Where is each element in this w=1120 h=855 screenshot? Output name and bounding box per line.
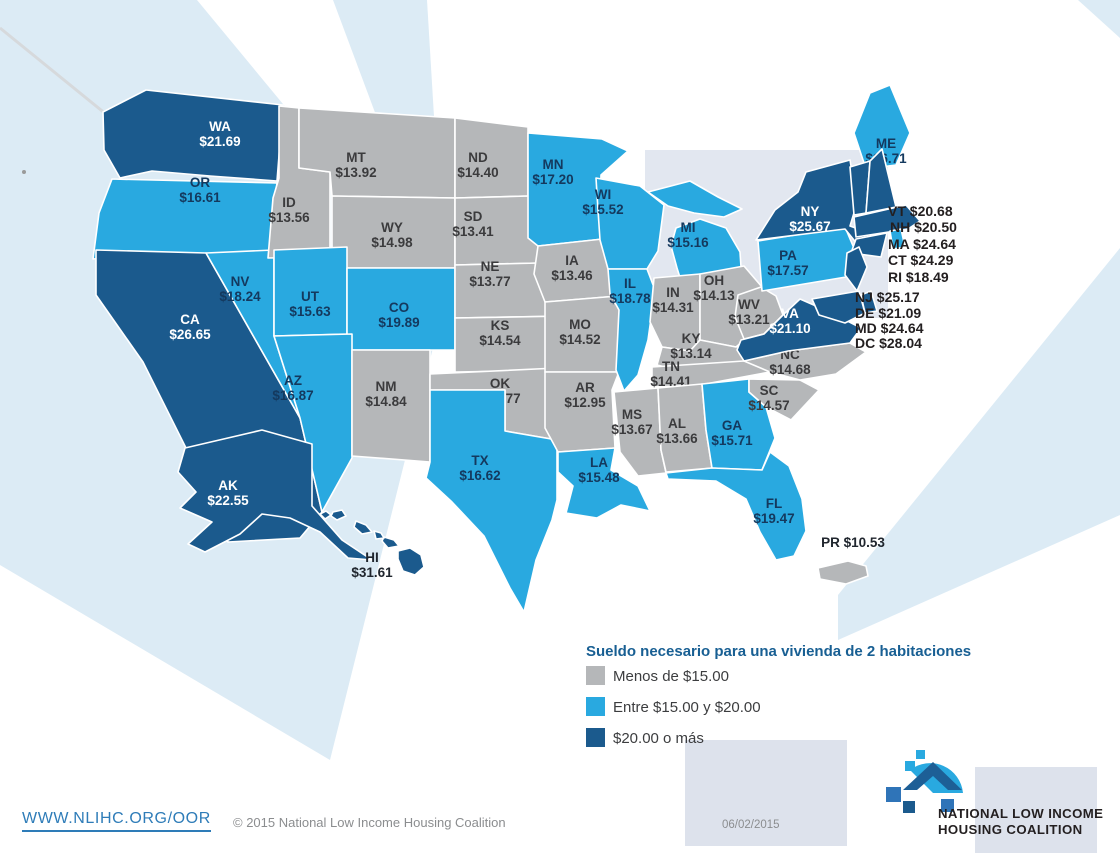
chimney-square-1: [916, 750, 925, 759]
legend-title: Sueldo necesario para una vivienda de 2 …: [586, 643, 971, 660]
label-NM: NM $14.84: [365, 379, 407, 409]
house-square-2: [903, 801, 915, 813]
footer-copyright: © 2015 National Low Income Housing Coali…: [233, 815, 506, 830]
label-AL: AL $13.66: [656, 416, 698, 446]
state-AZ: [273, 333, 353, 513]
label-PR: PR $10.53: [821, 535, 885, 550]
label-SD: SD $13.41: [452, 209, 494, 239]
background-corner-triangle: [1078, 0, 1120, 38]
legend-label-low: Menos de $15.00: [613, 668, 729, 685]
callout-vt: VT $20.68: [888, 203, 953, 219]
label-ND: ND $14.40: [457, 150, 498, 180]
label-AZ: AZ $16.87: [272, 373, 313, 403]
label-PA: PA $17.57: [767, 248, 808, 278]
state-RI: [889, 228, 906, 250]
state-ND: [454, 117, 529, 199]
state-FL: [665, 451, 807, 561]
state-MD: [811, 290, 866, 324]
label-IL: IL $18.78: [609, 276, 651, 306]
label-CO: CO $19.89: [378, 300, 419, 330]
state-NJ: [844, 246, 868, 292]
label-NE: NE $13.77: [469, 259, 510, 289]
state-AK: [177, 429, 373, 561]
label-KS: KS $14.54: [479, 318, 521, 348]
legend-label-mid: Entre $15.00 y $20.00: [613, 699, 761, 716]
label-IN: IN $14.31: [652, 285, 694, 315]
label-NY: NY $25.67: [789, 204, 830, 234]
label-MN: MN $17.20: [532, 157, 573, 187]
legend-swatch-high: [586, 728, 605, 747]
callout-mid-atlantic: NJ $25.17 DE $21.09 MD $24.64 DC $28.04: [855, 289, 924, 351]
states-layer: WA $21.69 OR $16.61 CA $26.65 NV $18.24 ID $13.56…: [92, 84, 921, 613]
logo-text-line1: NATIONAL LOW INCOME: [938, 806, 1103, 821]
legend-swatch-low: [586, 666, 605, 685]
label-MO: MO $14.52: [559, 317, 600, 347]
callout-new-england: VT $20.68 NH $20.50 MA $24.64 CT $24.29 …: [888, 203, 957, 285]
label-MT: MT $13.92: [335, 150, 376, 180]
chimney-square-2: [905, 761, 915, 771]
background-band-right: [838, 248, 1120, 640]
callout-nh: NH $20.50: [890, 219, 957, 235]
callout-ct: CT $24.29: [888, 252, 954, 268]
label-OH: OH $14.13: [693, 273, 735, 303]
callout-dc: DC $28.04: [855, 335, 922, 351]
house-icon: [886, 750, 963, 813]
footer-date: 06/02/2015: [722, 819, 780, 831]
background-rect-date: [685, 740, 847, 846]
callout-ri: RI $18.49: [888, 269, 949, 285]
callout-ma: MA $24.64: [888, 236, 956, 252]
callout-nj: NJ $25.17: [855, 289, 920, 305]
label-GA: GA $15.71: [711, 418, 753, 448]
state-WA: [102, 89, 284, 182]
label-MS: MS $13.67: [611, 407, 652, 437]
legend-label-high: $20.00 o más: [613, 730, 704, 747]
label-WA: WA $21.69: [199, 119, 240, 149]
background-rect-logo: [975, 767, 1097, 853]
callout-de: DE $21.09: [855, 305, 921, 321]
label-TX: TX $16.62: [459, 453, 500, 483]
legend: Sueldo necesario para una vivienda de 2 …: [586, 643, 971, 747]
house-square-1: [886, 787, 901, 802]
state-MA: [853, 204, 921, 238]
house-square-3: [941, 799, 954, 812]
logo-text-line2: HOUSING COALITION: [938, 822, 1083, 837]
label-UT: UT $15.63: [289, 289, 331, 319]
callout-md: MD $24.64: [855, 320, 924, 336]
label-ID: ID $13.56: [268, 195, 310, 225]
state-PR: [817, 560, 869, 585]
label-AK: AK $22.55: [207, 478, 249, 508]
label-SC: SC $14.57: [748, 383, 789, 413]
legend-swatch-mid: [586, 697, 605, 716]
state-TX: [425, 389, 558, 613]
label-HI: HI $31.61: [351, 550, 393, 580]
label-AR: AR $12.95: [564, 380, 606, 410]
label-IA: IA $13.46: [551, 253, 593, 283]
label-WV: WV $13.21: [728, 297, 770, 327]
label-MI: MI $15.16: [667, 220, 709, 250]
label-WY: WY $14.98: [371, 220, 413, 250]
state-HI: [319, 509, 425, 576]
roof-chevron: [903, 762, 962, 790]
label-FL: FL $19.47: [753, 496, 794, 526]
stray-dot: [22, 170, 26, 174]
label-VA: VA $21.10: [769, 306, 810, 336]
label-LA: LA $15.48: [578, 455, 620, 485]
label-WI: WI $15.52: [582, 187, 623, 217]
label-KY: KY $13.14: [670, 331, 712, 361]
footer-website-link[interactable]: WWW.NLIHC.ORG/OOR: [22, 810, 211, 832]
label-OR: OR $16.61: [179, 175, 221, 205]
label-NV: NV $18.24: [219, 274, 261, 304]
state-IL: [607, 268, 656, 392]
state-LA: [557, 447, 651, 519]
label-CA: CA $26.65: [169, 312, 211, 342]
nlihc-logo: NATIONAL LOW INCOME HOUSING COALITION: [886, 750, 1103, 837]
